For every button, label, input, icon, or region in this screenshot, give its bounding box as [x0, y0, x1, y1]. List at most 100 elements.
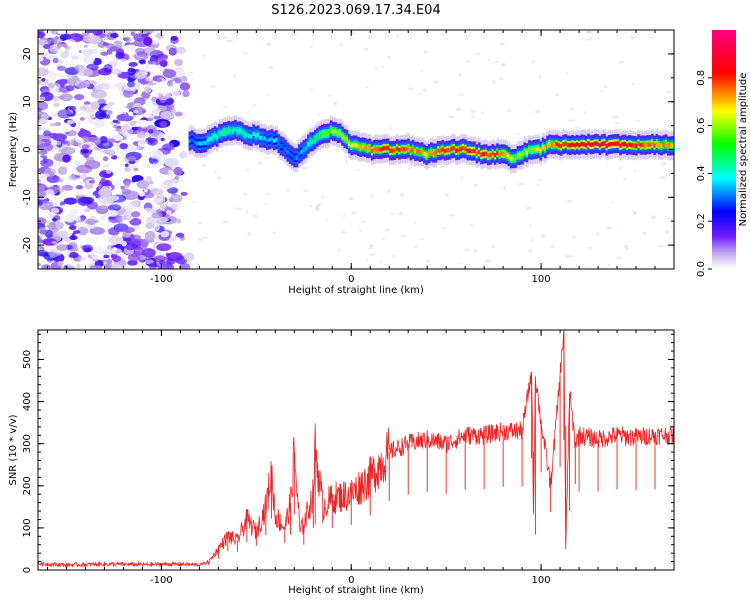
spectrogram-cell	[539, 148, 543, 154]
noise-speckle	[500, 63, 506, 67]
noise-speckle	[147, 64, 159, 72]
noise-speckle	[110, 163, 128, 173]
noise-speckle	[167, 130, 174, 138]
noise-speckle	[286, 188, 291, 192]
noise-speckle	[360, 220, 367, 223]
noise-speckle	[75, 263, 82, 269]
noise-speckle	[175, 46, 186, 55]
spectrogram-cell	[582, 142, 586, 147]
spectrogram-cell	[332, 129, 335, 134]
colorbar-label: Normalized spectral amplitude	[738, 73, 749, 227]
noise-speckle	[584, 111, 587, 114]
noise-speckle	[180, 191, 188, 196]
spectrogram-cell	[605, 143, 609, 149]
spectrogram-cell	[641, 142, 645, 148]
noise-speckle	[45, 221, 50, 226]
spectrogram-cell	[405, 147, 408, 152]
noise-speckle	[263, 203, 268, 205]
noise-speckle	[658, 245, 664, 248]
spectrogram-cell	[307, 142, 310, 147]
noise-speckle	[38, 37, 52, 46]
noise-speckle	[75, 65, 79, 70]
noise-speckle	[317, 203, 323, 206]
spectrogram-cell	[373, 147, 376, 152]
spectrogram-cell	[188, 138, 192, 144]
snr-x-ticks: -100 0 100	[46, 330, 675, 586]
spectrogram-cell	[502, 151, 506, 157]
spectrogram-cell	[379, 147, 383, 152]
y-tick-label: 0	[22, 146, 33, 152]
noise-speckle	[339, 43, 344, 46]
spectrogram-cell	[359, 145, 363, 150]
noise-speckle	[110, 46, 120, 52]
colorbar: 0.0 0.2 0.4 0.6 0.8 Normalized spectral ampl…	[696, 30, 749, 277]
noise-speckle	[588, 37, 593, 41]
noise-speckle	[166, 135, 173, 140]
noise-speckle	[76, 164, 93, 174]
spectrogram-cell	[218, 131, 221, 136]
noise-speckle	[518, 182, 525, 186]
x-tick-label: 100	[532, 575, 551, 586]
spectrogram-cell	[548, 141, 552, 147]
noise-speckle	[168, 236, 181, 245]
spectrogram-cell	[569, 143, 572, 148]
spectrogram-cell	[466, 148, 470, 153]
noise-speckle	[529, 224, 532, 228]
spectrogram-cell	[443, 148, 447, 154]
spectrogram-cell	[477, 149, 481, 155]
spectrogram-cell	[366, 146, 370, 151]
spectrogram-cell	[320, 132, 324, 137]
noise-speckle	[549, 245, 555, 248]
spectrogram-cell	[514, 156, 518, 161]
noise-speckle	[365, 86, 369, 89]
noise-speckle	[103, 164, 110, 168]
spectrogram-cell	[222, 129, 226, 134]
noise-speckle	[418, 92, 422, 95]
noise-speckle	[650, 215, 656, 220]
spectrogram-cell	[584, 143, 588, 148]
noise-speckle	[47, 82, 56, 89]
spectrogram-cell	[546, 143, 550, 148]
noise-speckle	[77, 67, 94, 77]
noise-speckle	[64, 39, 76, 46]
spectrogram-cell	[534, 147, 538, 152]
noise-speckle	[455, 107, 462, 111]
noise-speckle	[396, 33, 399, 37]
noise-speckle	[39, 96, 46, 101]
noise-speckle	[127, 259, 138, 266]
noise-speckle	[632, 211, 638, 215]
spectrogram-cell	[573, 143, 577, 148]
noise-speckle	[41, 264, 52, 269]
noise-speckle	[56, 260, 64, 267]
noise-speckle	[111, 255, 122, 262]
noise-speckle	[315, 205, 320, 209]
noise-speckle	[664, 230, 670, 234]
noise-speckle	[342, 214, 346, 217]
spectrogram-cell	[414, 149, 417, 154]
noise-speckle	[51, 240, 57, 245]
spectrogram-cell	[589, 142, 593, 147]
noise-speckle	[106, 258, 113, 265]
spectrogram-cell	[240, 129, 244, 135]
noise-speckle	[234, 207, 239, 210]
noise-speckle	[515, 133, 520, 136]
spectrogram-cell	[461, 146, 465, 151]
noise-speckle	[464, 249, 469, 252]
spectrogram-cell	[473, 148, 477, 154]
noise-speckle	[43, 126, 50, 130]
noise-speckle	[112, 247, 118, 252]
spectrogram-cell	[322, 131, 326, 136]
noise-speckle	[87, 118, 94, 124]
spectrogram-cell	[268, 137, 272, 142]
spectrogram-cell	[213, 133, 217, 139]
spectrogram-cell	[236, 129, 240, 134]
noise-speckle	[54, 162, 62, 168]
spectrogram-cell	[468, 148, 472, 153]
noise-speckle	[174, 78, 181, 84]
noise-speckle	[49, 36, 63, 44]
noise-speckle	[473, 183, 478, 187]
noise-speckle	[414, 220, 417, 225]
noise-speckle	[222, 220, 229, 224]
noise-speckle	[170, 35, 178, 41]
